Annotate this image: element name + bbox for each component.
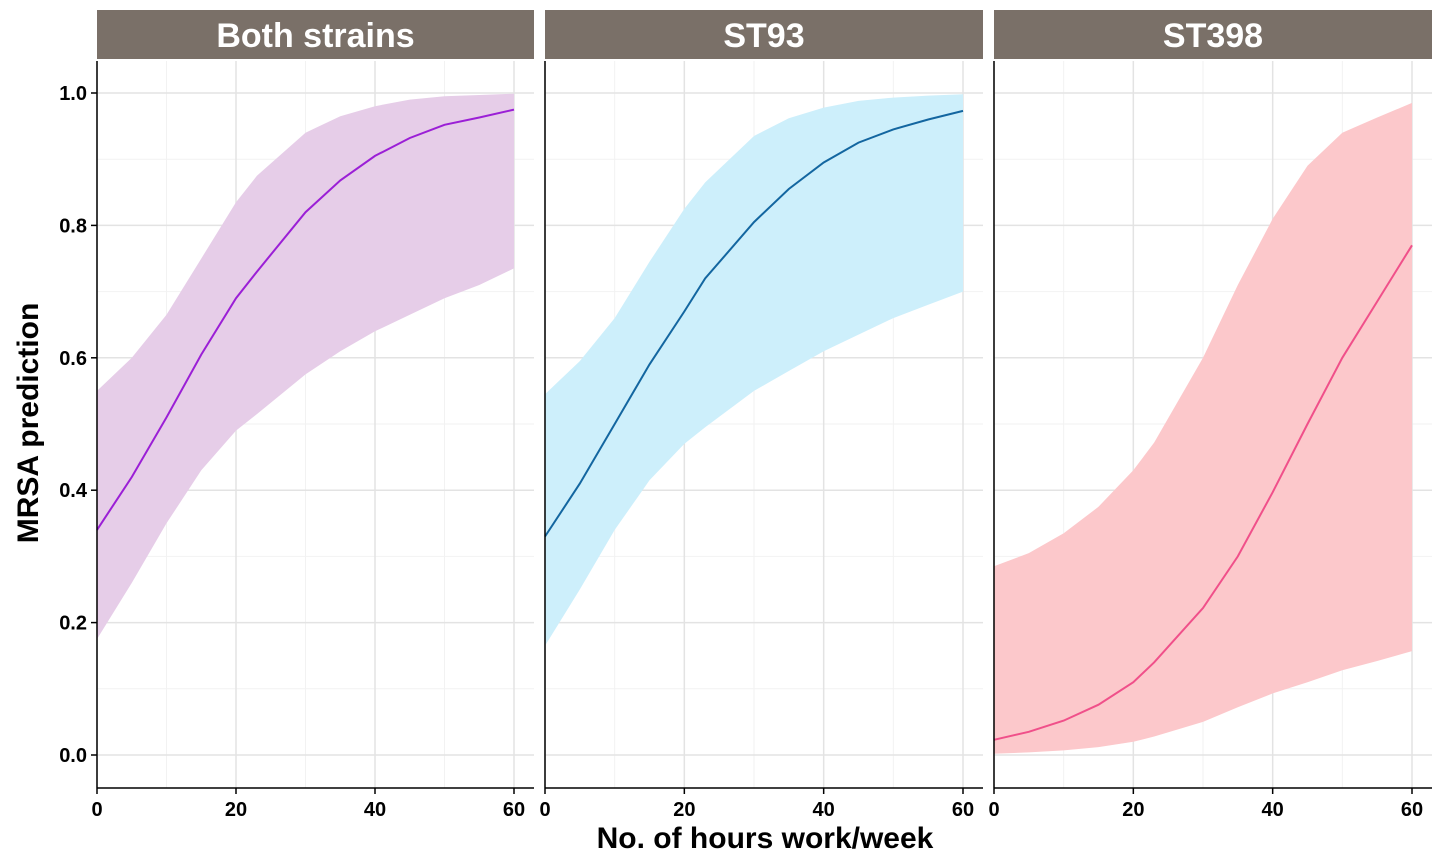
panel-2: ST93 0 20 40 60 <box>539 10 983 821</box>
y-tick-label: 0.0 <box>59 745 87 767</box>
facet-strip <box>97 10 534 59</box>
confidence-band <box>994 102 1412 754</box>
facet-title: ST93 <box>723 17 804 55</box>
y-tick-label: 0.8 <box>59 215 87 237</box>
prediction-line <box>96 108 515 531</box>
panel-1: Both strains 0 20 40 60 0.0 0.2 0.4 0.6 0.8 1.0 <box>59 10 534 821</box>
y-tick-label: 0.2 <box>59 613 87 635</box>
y-tick-label: 1.0 <box>59 83 87 105</box>
x-tick-label: 40 <box>364 799 386 821</box>
x-tick-label: 40 <box>1262 799 1284 821</box>
x-tick-label: 60 <box>503 799 525 821</box>
facet-title: Both strains <box>216 17 414 55</box>
facet-title: ST398 <box>1163 17 1263 55</box>
confidence-band <box>545 94 963 646</box>
panel-3: ST398 0 20 40 60 <box>988 10 1432 821</box>
x-tick-label: 20 <box>1122 799 1144 821</box>
x-tick-label: 0 <box>539 799 550 821</box>
prediction-line <box>544 109 964 538</box>
panels: Both strains 0 20 40 60 0.0 0.2 0.4 0.6 0.8 1.0 ST9… <box>59 10 1432 821</box>
y-tick-label: 0.6 <box>59 348 87 370</box>
x-tick-label: 40 <box>813 799 835 821</box>
y-axis-title: MRSA prediction <box>12 303 45 544</box>
x-tick-label: 60 <box>1401 799 1423 821</box>
x-tick-label: 0 <box>988 799 999 821</box>
x-axis-title: No. of hours work/week <box>597 822 934 855</box>
confidence-band <box>97 93 514 640</box>
facet-strip <box>545 10 983 59</box>
y-tick-label: 0.4 <box>59 480 88 502</box>
facet-strip <box>994 10 1432 59</box>
x-tick-label: 20 <box>225 799 247 821</box>
x-tick-label: 0 <box>91 799 102 821</box>
x-tick-label: 60 <box>952 799 974 821</box>
x-tick-label: 20 <box>673 799 695 821</box>
prediction-line <box>993 244 1413 741</box>
